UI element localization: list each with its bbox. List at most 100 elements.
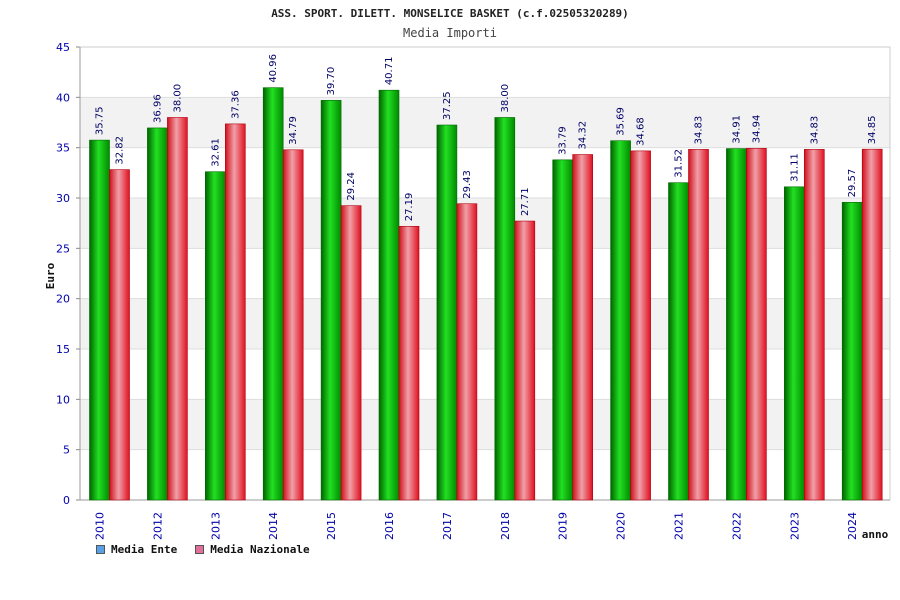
data-label-nazionale: 32.82: [115, 136, 126, 165]
data-label-ente: 34.91: [731, 115, 742, 144]
grid-band: [80, 97, 890, 148]
chart-subtitle: Media Importi: [403, 26, 497, 40]
x-tick-label: 2010: [94, 512, 107, 540]
bar-nazionale: [688, 149, 709, 501]
bar-ente: [552, 159, 574, 501]
grid-band: [80, 449, 890, 500]
x-tick-label: 2020: [615, 512, 628, 540]
y-tick-label: 25: [56, 242, 70, 255]
x-tick-label: 2024: [846, 512, 859, 540]
bar-nazionale: [398, 225, 420, 501]
data-label-nazionale: 34.68: [636, 117, 647, 146]
bar-ente: [147, 127, 168, 501]
bar-ente: [436, 124, 458, 501]
data-label-nazionale: 34.83: [809, 116, 820, 145]
data-label-nazionale: 29.24: [346, 172, 357, 201]
y-tick-label: 20: [56, 293, 70, 306]
data-label-nazionale: 37.36: [230, 90, 241, 119]
y-tick-label: 5: [63, 444, 70, 457]
grid-band: [80, 349, 890, 400]
legend: Media Ente Media Nazionale: [96, 543, 310, 556]
data-label-ente: 29.57: [847, 169, 858, 198]
bar-nazionale: [340, 205, 362, 501]
y-tick-label: 0: [63, 494, 70, 507]
data-label-ente: 38.00: [500, 84, 511, 113]
bar-nazionale: [167, 117, 188, 501]
y-tick-label: 45: [56, 41, 70, 54]
x-tick-label: 2019: [557, 512, 570, 540]
bar-ente: [89, 139, 110, 501]
bar-ente: [726, 148, 747, 501]
data-label-ente: 31.11: [789, 153, 800, 182]
data-label-ente: 36.96: [152, 94, 163, 123]
data-label-nazionale: 34.83: [694, 116, 705, 145]
grid-band: [80, 147, 890, 198]
data-label-nazionale: 34.32: [578, 121, 589, 150]
x-tick-label: 2013: [209, 512, 222, 540]
bar-nazionale: [572, 154, 594, 501]
data-label-nazionale: 38.00: [172, 84, 183, 113]
grid-band: [80, 399, 890, 450]
legend-swatch-nazionale: [195, 545, 205, 554]
bar-nazionale: [225, 123, 246, 501]
x-tick-label: 2016: [383, 512, 396, 540]
legend-swatch-ente: [96, 545, 105, 554]
y-tick-label: 40: [56, 91, 70, 104]
data-label-ente: 39.70: [326, 67, 337, 96]
bar-nazionale: [514, 220, 536, 501]
data-label-ente: 33.79: [558, 126, 569, 155]
bar-nazionale: [861, 148, 883, 501]
y-tick-label: 30: [56, 192, 70, 205]
y-axis-label: Euro: [44, 262, 57, 289]
data-label-nazionale: 27.19: [404, 193, 415, 222]
x-tick-label: 2023: [788, 512, 801, 540]
data-label-ente: 40.71: [384, 57, 395, 86]
bar-ente: [610, 140, 631, 501]
x-tick-label: 2021: [673, 512, 686, 540]
bar-nazionale: [630, 150, 651, 501]
plot-area: 0 5 10 15 20 25 30 35 40 45 35.75 32.82 2010 36.96 38.…: [56, 41, 891, 540]
data-label-ente: 32.61: [210, 138, 221, 167]
bar-nazionale: [456, 203, 478, 501]
y-tick-label: 10: [56, 393, 70, 406]
x-axis-label: anno: [862, 528, 889, 541]
bar-nazionale: [282, 149, 304, 501]
legend-item-ente: Media Ente: [96, 543, 177, 556]
y-tick-label: 35: [56, 142, 70, 155]
bar-nazionale: [803, 149, 825, 501]
legend-item-nazionale: Media Nazionale: [195, 543, 310, 556]
x-tick-label: 2014: [267, 512, 280, 540]
bar-ente: [841, 202, 863, 501]
bar-ente: [494, 117, 516, 501]
data-label-ente: 35.69: [616, 107, 627, 136]
x-tick-label: 2018: [499, 512, 512, 540]
grid-band: [80, 298, 890, 349]
data-label-nazionale: 29.43: [462, 170, 473, 199]
bar-ente: [783, 186, 805, 501]
x-tick-label: 2015: [325, 512, 338, 540]
bar-ente: [378, 89, 400, 501]
bar-ente: [205, 171, 226, 501]
data-label-ente: 40.96: [268, 54, 279, 83]
data-label-ente: 31.52: [674, 149, 685, 178]
legend-label-nazionale: Media Nazionale: [210, 543, 310, 556]
data-label-nazionale: 34.85: [867, 116, 878, 145]
bar-ente: [320, 100, 342, 501]
data-label-ente: 37.25: [442, 91, 453, 120]
bar-nazionale: [746, 147, 767, 501]
data-label-nazionale: 34.94: [751, 115, 762, 144]
bar-nazionale: [109, 169, 130, 501]
bar-ente: [262, 87, 284, 501]
grid-band: [80, 198, 890, 249]
data-label-nazionale: 27.71: [520, 187, 531, 216]
grid-band: [80, 47, 890, 98]
x-tick-label: 2012: [151, 512, 164, 540]
x-tick-label: 2022: [730, 512, 743, 540]
x-tick-label: 2017: [441, 512, 454, 540]
data-label-ente: 35.75: [95, 106, 106, 135]
chart-title: ASS. SPORT. DILETT. MONSELICE BASKET (c.…: [271, 7, 629, 20]
data-label-nazionale: 34.79: [288, 116, 299, 145]
y-tick-label: 15: [56, 343, 70, 356]
grid-band: [80, 248, 890, 299]
